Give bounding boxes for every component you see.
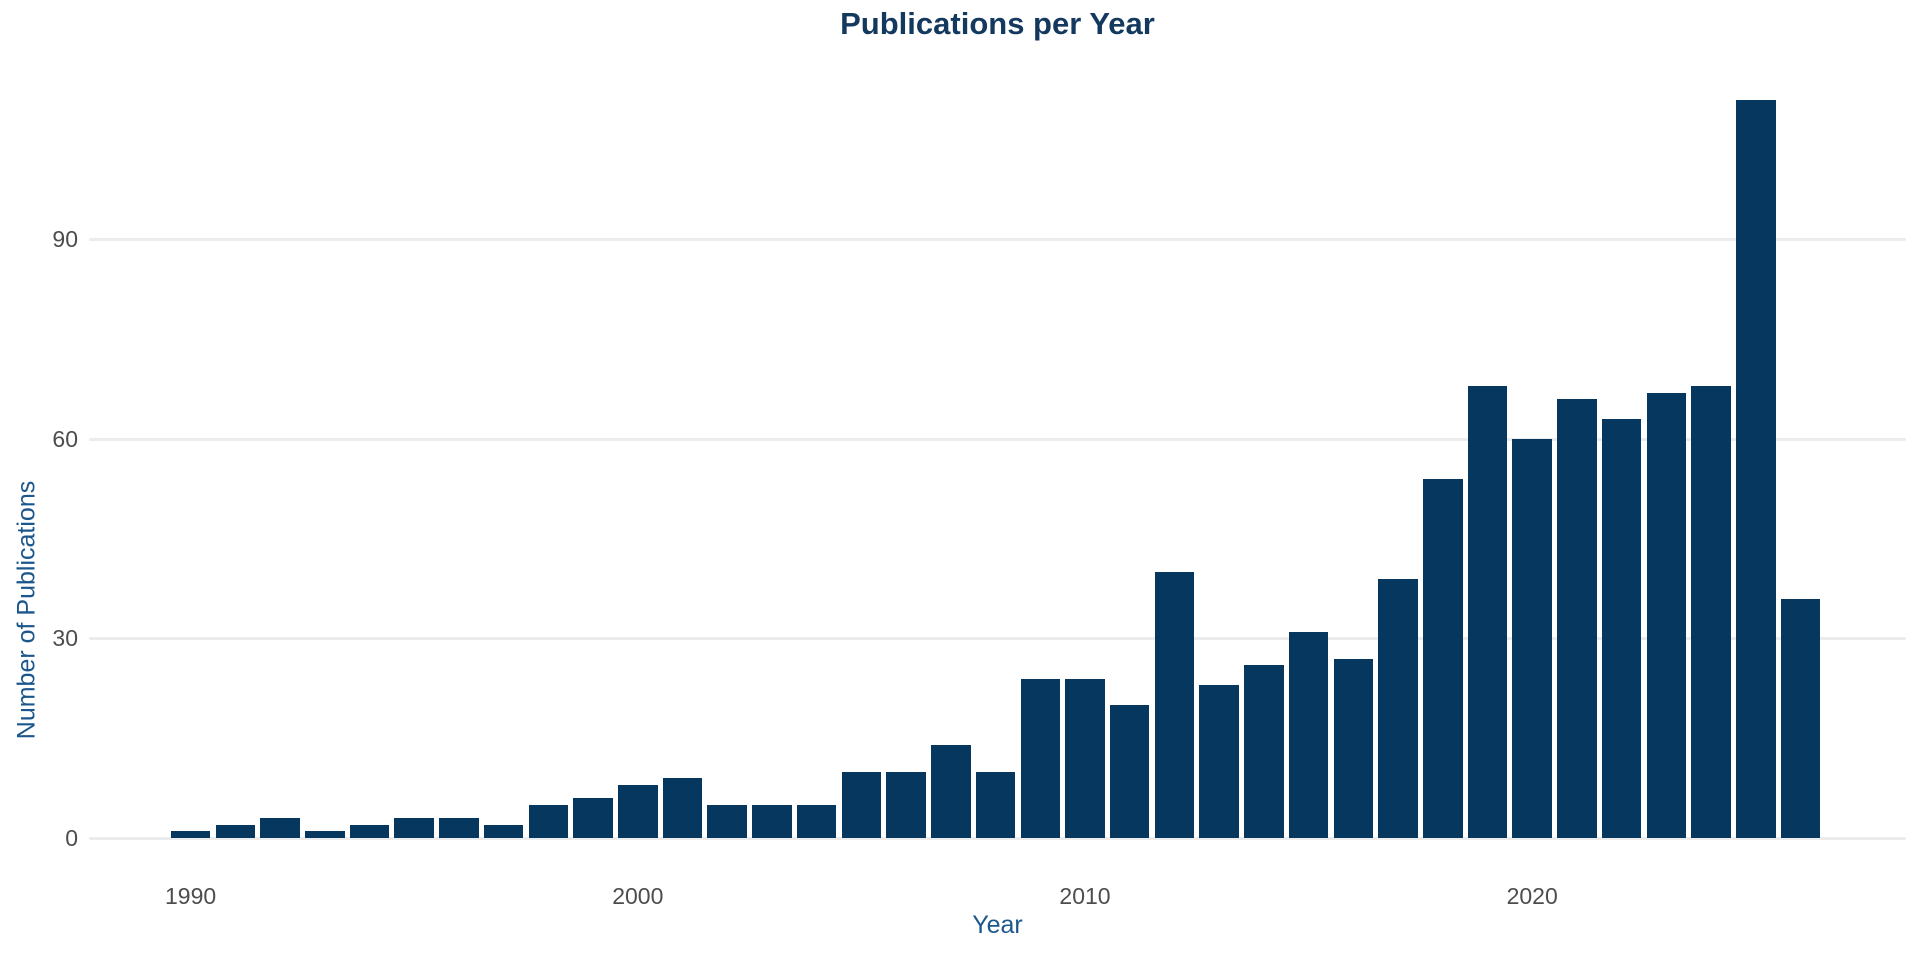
bar-2008 bbox=[975, 771, 1016, 838]
gridline-y-0 bbox=[89, 836, 1906, 840]
bar-2003 bbox=[752, 804, 792, 838]
bar-2005 bbox=[841, 771, 882, 838]
bar-2016 bbox=[1333, 658, 1374, 838]
bar-2017 bbox=[1378, 578, 1418, 838]
bar-2021 bbox=[1557, 399, 1597, 838]
bar-1998 bbox=[528, 804, 569, 838]
bar-2000 bbox=[618, 784, 658, 838]
bar-2020 bbox=[1512, 439, 1552, 838]
bar-2013 bbox=[1199, 685, 1239, 838]
bar-2012 bbox=[1154, 572, 1195, 838]
bar-2026 bbox=[1780, 598, 1821, 838]
chart-title: Publications per Year bbox=[840, 6, 1155, 41]
y-tick-label-60: 60 bbox=[52, 425, 78, 452]
bar-1992 bbox=[260, 818, 300, 838]
x-axis-title: Year bbox=[972, 911, 1023, 939]
x-tick-label-1990: 1990 bbox=[165, 883, 217, 909]
bar-2014 bbox=[1244, 665, 1284, 838]
bar-2006 bbox=[886, 771, 926, 838]
x-tick-label-2020: 2020 bbox=[1506, 883, 1558, 909]
y-axis-title: Number of Publications bbox=[12, 480, 41, 740]
gridline-y-90 bbox=[89, 238, 1906, 242]
bar-2010 bbox=[1065, 678, 1105, 838]
x-tick-label-2000: 2000 bbox=[612, 883, 664, 909]
bar-2009 bbox=[1020, 678, 1061, 838]
bar-1990 bbox=[170, 831, 211, 838]
bar-2022 bbox=[1601, 419, 1642, 838]
y-tick-label-0: 0 bbox=[65, 824, 78, 851]
bar-1991 bbox=[215, 824, 256, 838]
x-tick-label-2010: 2010 bbox=[1059, 883, 1111, 909]
bar-1993 bbox=[305, 831, 345, 838]
bar-2024 bbox=[1691, 386, 1731, 838]
bar-1997 bbox=[483, 824, 524, 838]
bar-2004 bbox=[796, 804, 837, 838]
bar-2002 bbox=[707, 804, 747, 838]
bar-1999 bbox=[573, 798, 613, 838]
bar-2011 bbox=[1109, 705, 1150, 838]
bar-1994 bbox=[349, 824, 390, 838]
bar-2023 bbox=[1646, 392, 1687, 838]
bar-1996 bbox=[439, 818, 479, 838]
bar-2025 bbox=[1736, 100, 1776, 838]
bar-2019 bbox=[1467, 386, 1508, 838]
bar-2015 bbox=[1288, 632, 1329, 838]
y-tick-label-90: 90 bbox=[52, 226, 78, 253]
y-tick-label-30: 30 bbox=[52, 625, 78, 652]
gridline-y-60 bbox=[89, 437, 1906, 441]
bar-1995 bbox=[394, 818, 434, 838]
bar-2007 bbox=[931, 744, 971, 838]
gridline-y-30 bbox=[89, 637, 1906, 641]
bar-2001 bbox=[662, 778, 703, 838]
bar-2018 bbox=[1423, 479, 1463, 838]
